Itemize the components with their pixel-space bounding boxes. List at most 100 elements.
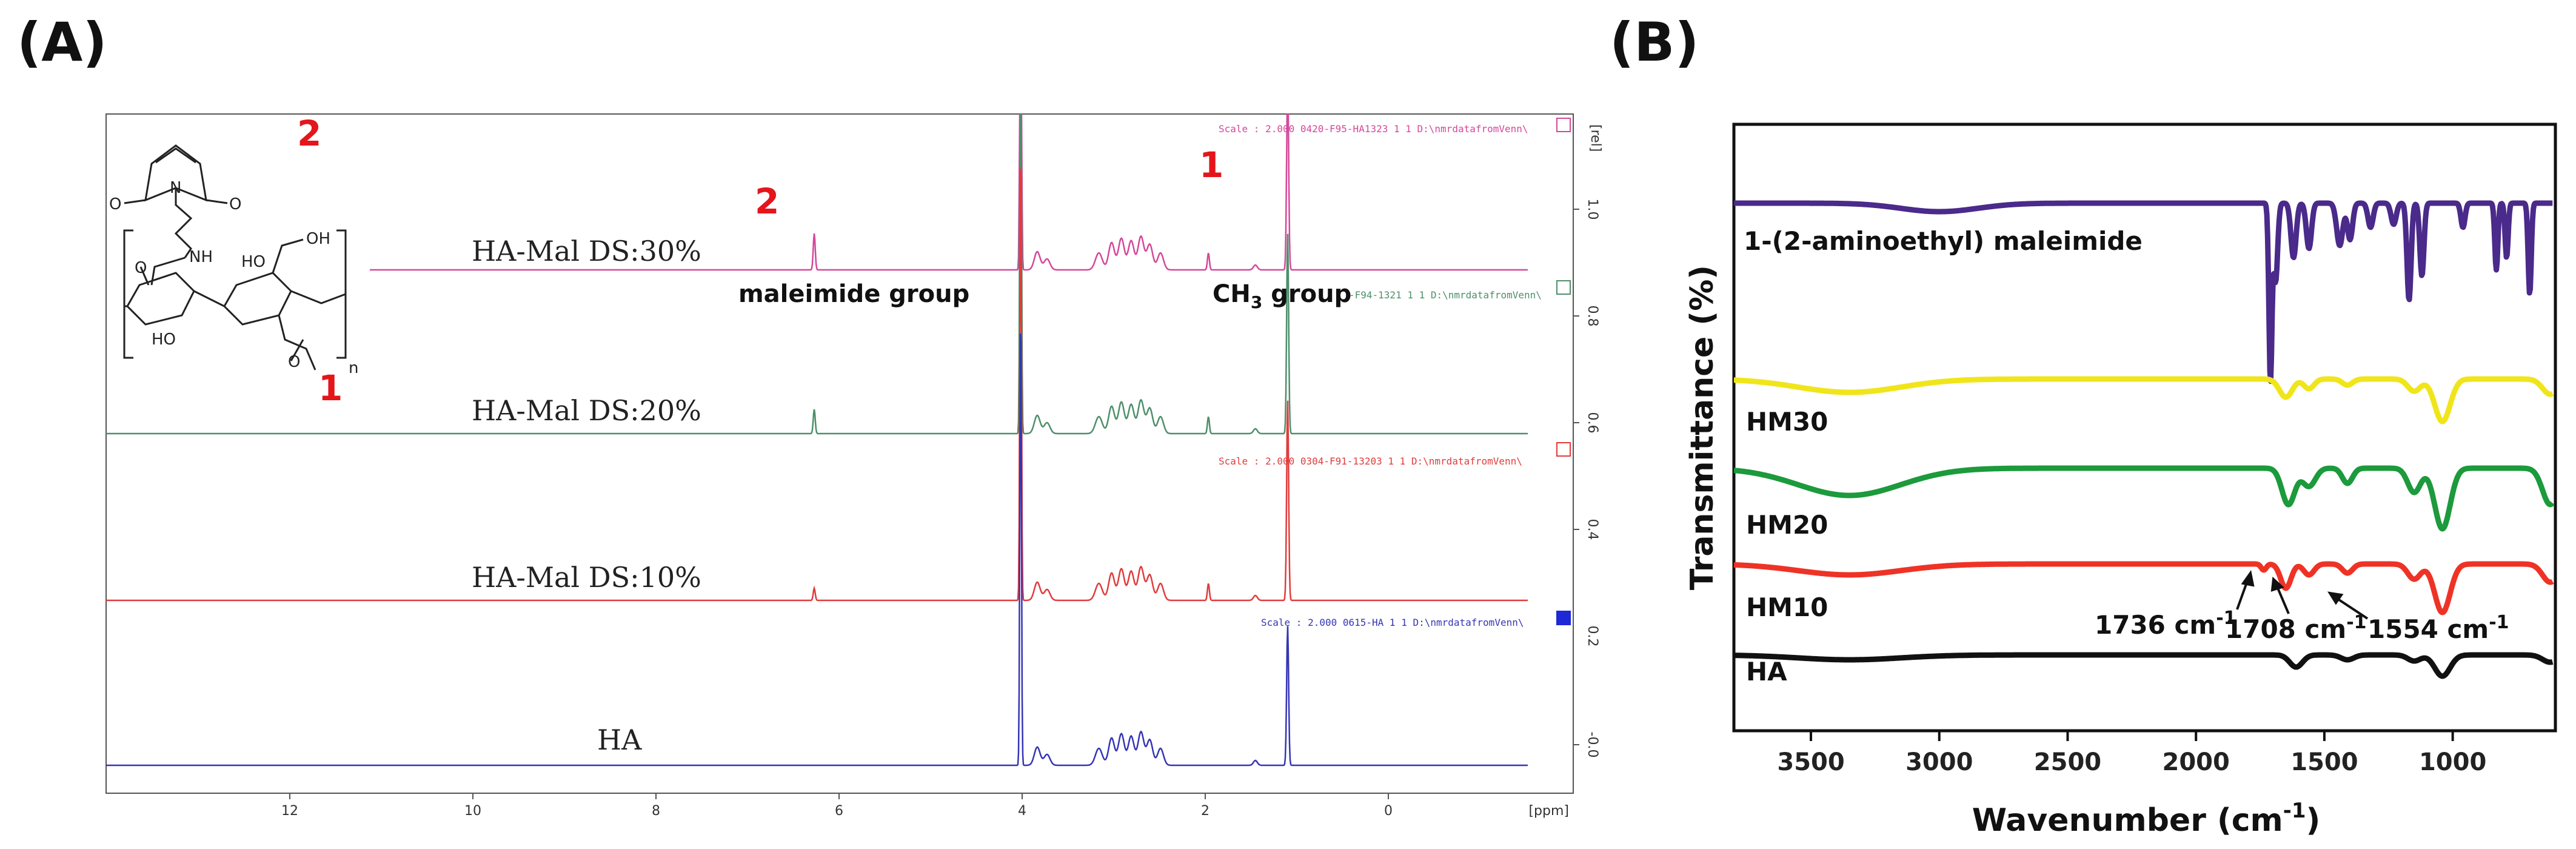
struct-n: N xyxy=(170,179,181,197)
ir-series-line xyxy=(1731,376,2555,424)
nmr-anno-ch3-prefix: CH xyxy=(1213,280,1251,308)
nmr-series-line xyxy=(106,113,1528,435)
ir-series-line xyxy=(1731,200,2555,384)
ir-anno-1736-sup: -1 xyxy=(2216,608,2236,629)
ir-anno-1554-text: 1554 cm xyxy=(2367,614,2489,644)
struct-num-2: 2 xyxy=(297,113,321,154)
nmr-label-ds10: HA-Mal DS:10% xyxy=(472,561,701,594)
nmr-anno-maleimide: maleimide group xyxy=(738,280,969,308)
nmr-right-tick: 0.6 xyxy=(1585,412,1600,434)
ir-x-title-sup: -1 xyxy=(2283,799,2306,823)
ir-anno-1708-text: 1708 cm xyxy=(2225,614,2346,644)
ir-x-tick: 1000 xyxy=(2419,748,2486,776)
struct-o-right: O xyxy=(229,195,241,213)
ir-spectra xyxy=(1731,200,2555,679)
ir-arrowhead-1708 xyxy=(2270,576,2284,592)
nmr-marker-ds30 xyxy=(1556,118,1571,132)
nmr-anno-ch3-sub: 3 xyxy=(1251,292,1262,312)
sugar-ring-1 xyxy=(126,272,195,326)
maleimide-carbonyl-left xyxy=(124,199,146,204)
bracket-left xyxy=(123,229,133,359)
nmr-frame xyxy=(105,113,1574,794)
ir-anno-1708: 1708 cm-1 xyxy=(2225,612,2367,644)
nmr-spectra xyxy=(106,113,1528,767)
ir-x-tick: 2500 xyxy=(2034,748,2101,776)
nmr-anno-ch3: CH3 group xyxy=(1213,280,1351,312)
ethyl-linker xyxy=(174,188,193,258)
ir-label-ha: HA xyxy=(1746,657,1787,686)
ir-x-title-end: ) xyxy=(2306,802,2321,839)
nmr-x-tick: 10 xyxy=(464,804,481,819)
panel-label-b: (B) xyxy=(1610,11,1699,73)
nmr-right-ticks: [rel] 1.0 0.8 0.6 0.4 0.2 -0.0 xyxy=(1585,124,1603,757)
ir-frame xyxy=(1732,122,2557,733)
ir-y-axis-title: Transmittance (%) xyxy=(1684,265,1721,590)
nmr-x-tick: 8 xyxy=(652,804,660,819)
struct-ho-bottom: HO xyxy=(152,331,176,349)
ir-arrowhead-1736 xyxy=(2241,570,2255,587)
nmr-series-line xyxy=(106,169,1528,602)
struct-o-acetyl: O xyxy=(288,353,300,371)
nmr-x-tick: 0 xyxy=(1384,804,1393,819)
ir-anno-1736: 1736 cm-1 xyxy=(2095,608,2236,640)
nmr-right-tick: 1.0 xyxy=(1585,199,1600,220)
nmr-label-ds30: HA-Mal DS:30% xyxy=(472,235,701,267)
ir-arrowhead-1554 xyxy=(2327,591,2344,605)
nmr-x-tick: 12 xyxy=(281,804,298,819)
struct-num-1: 1 xyxy=(318,367,343,409)
ir-x-tick: 1500 xyxy=(2290,748,2358,776)
struct-subscript-n: n xyxy=(349,359,358,377)
ir-x-tick: 2000 xyxy=(2163,748,2230,776)
nmr-right-tick-marks xyxy=(1573,209,1579,745)
nmr-scale-text-ds30: Scale : 2.000 0420-F95-HA1323 1 1 D:\nmr… xyxy=(1219,123,1528,135)
ir-x-title-main: Wavenumber (cm xyxy=(1972,802,2283,839)
ir-anno-1554-sup: -1 xyxy=(2489,612,2509,633)
nmr-marker-ds20 xyxy=(1556,280,1571,295)
nmr-scale-text-ha: Scale : 2.000 0615-HA 1 1 D:\nmrdatafrom… xyxy=(1261,617,1524,628)
nmr-series-line xyxy=(370,113,1528,271)
acetamide-carbonyl xyxy=(290,339,304,361)
ir-x-ticks: 3500 3000 2500 2000 1500 1000 xyxy=(1777,731,2486,776)
struct-o-amide: O xyxy=(135,259,147,277)
acetamide-branch xyxy=(278,315,316,371)
ir-label-hm10: HM10 xyxy=(1746,592,1828,622)
ir-label-maleimide: 1-(2-aminoethyl) maleimide xyxy=(1744,226,2143,256)
ir-x-tick: 3500 xyxy=(1777,748,1844,776)
maleimide-double-bond xyxy=(155,147,196,164)
nmr-peak-num-2: 2 xyxy=(755,181,779,222)
ir-anno-1554: 1554 cm-1 xyxy=(2367,612,2509,644)
nmr-marker-ds10 xyxy=(1556,442,1571,457)
ir-series-line xyxy=(1731,465,2555,532)
nmr-right-tick: 0.2 xyxy=(1585,626,1600,647)
nmr-scale-text-ds10: Scale : 2.000 0304-F91-13203 1 1 D:\nmrd… xyxy=(1219,455,1522,467)
ir-panel: 3500 3000 2500 2000 1500 1000 Transmittance (… xyxy=(1684,122,2557,839)
nmr-x-tick: 6 xyxy=(835,804,843,819)
nmr-peak-num-1: 1 xyxy=(1199,144,1223,186)
glycosidic-bond xyxy=(193,290,225,307)
nmr-x-axis-label: [ppm] xyxy=(1528,804,1569,819)
ch2oh-branch xyxy=(272,238,304,273)
struct-nh: NH xyxy=(189,248,213,266)
ir-arrow-1708 xyxy=(2275,585,2290,614)
panel-label-a: (A) xyxy=(17,11,107,73)
nmr-panel: 12 10 8 6 4 2 0 [ppm] [rel] 1.0 0.8 0.6 … xyxy=(105,113,1603,819)
ir-label-hm20: HM20 xyxy=(1746,510,1828,540)
ir-series-line xyxy=(1731,652,2555,679)
nmr-x-tick: 2 xyxy=(1201,804,1209,819)
nmr-right-tick: 0.4 xyxy=(1585,519,1600,540)
nmr-x-tick: 4 xyxy=(1018,804,1026,819)
ir-x-tick: 3000 xyxy=(1905,748,1973,776)
nmr-scale-text-ds20: -F94-1321 1 1 D:\nmrdatafromVenn\ xyxy=(1349,289,1542,301)
ir-anno-1736-text: 1736 cm xyxy=(2095,610,2216,640)
ir-x-axis-title: Wavenumber (cm-1) xyxy=(1972,799,2321,839)
nmr-label-ds20: HA-Mal DS:20% xyxy=(472,394,701,427)
maleimide-carbonyl-right xyxy=(206,199,228,204)
struct-o-left: O xyxy=(109,195,121,213)
nmr-right-tick: -0.0 xyxy=(1585,732,1600,758)
nmr-anno-ch3-suffix: group xyxy=(1262,280,1351,308)
chain-end-right xyxy=(290,290,346,304)
struct-oh: OH xyxy=(306,230,330,248)
nmr-right-tick: 0.8 xyxy=(1585,306,1600,327)
amide-link xyxy=(150,257,186,286)
